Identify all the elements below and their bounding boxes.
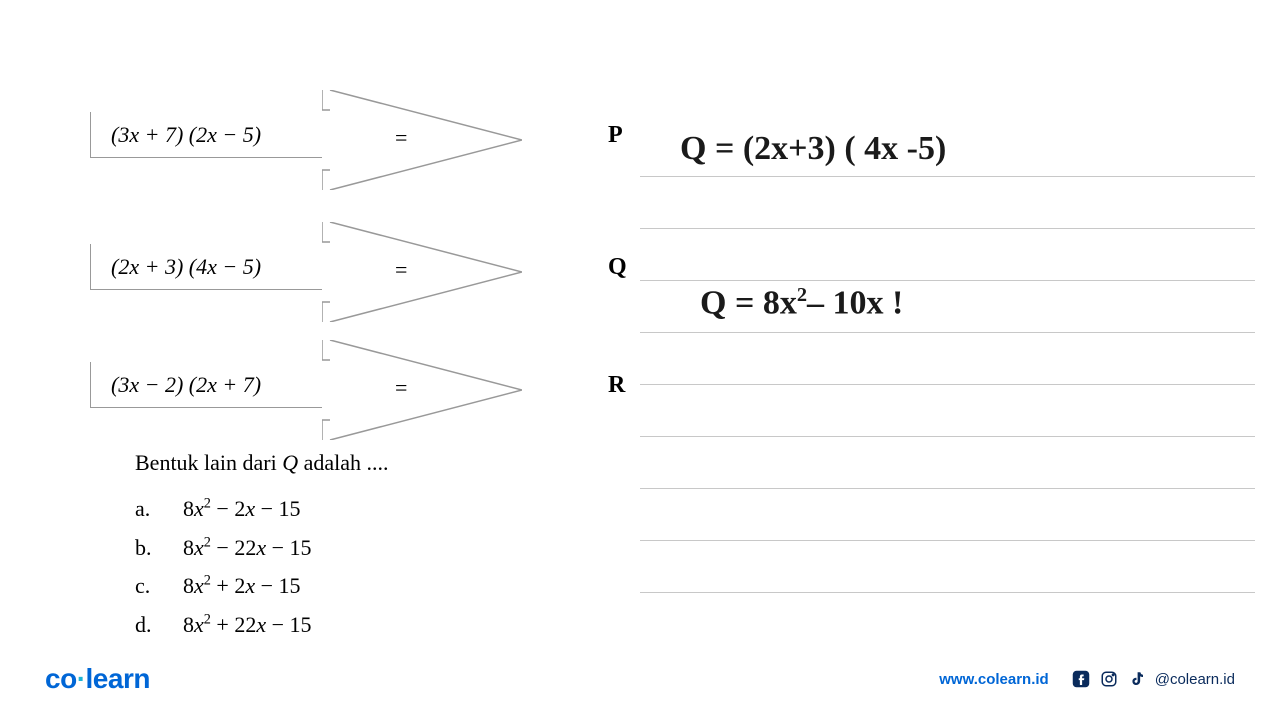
question-suffix: adalah .... <box>298 450 388 475</box>
workings-panel: Q = (2x+3) ( 4x -5) Q = 8x2– 10x ! <box>640 0 1255 720</box>
option-expr: 8x2 + 22x − 15 <box>183 606 312 645</box>
notebook-rule <box>640 332 1255 333</box>
problem-panel: (3x + 7) (2x − 5) = P (2x + 3) (4x − 5) … <box>0 0 615 720</box>
question-variable: Q <box>282 450 298 475</box>
footer: co·learn www.colearn.id @colearn.id <box>45 663 1235 695</box>
question-text: Bentuk lain dari Q adalah .... <box>135 450 389 476</box>
logo-dot: · <box>77 663 86 694</box>
facebook-icon <box>1071 669 1091 689</box>
notebook-rule <box>640 384 1255 385</box>
tiktok-icon <box>1127 669 1147 689</box>
option-key: b. <box>135 529 183 568</box>
brand-logo: co·learn <box>45 663 150 695</box>
result-label: P <box>608 122 623 149</box>
equals-sign: = <box>395 375 407 401</box>
option-expr: 8x2 − 2x − 15 <box>183 490 301 529</box>
arrow-head <box>322 340 522 440</box>
option-key: d. <box>135 606 183 645</box>
result-label: R <box>608 372 625 399</box>
option-key: c. <box>135 567 183 606</box>
social-block: @colearn.id <box>1071 669 1235 689</box>
expression-box: (3x − 2) (2x + 7) <box>90 362 322 408</box>
notebook-rule <box>640 228 1255 229</box>
handwritten-line-1: Q = (2x+3) ( 4x -5) <box>680 130 946 168</box>
option-b: b.8x2 − 22x − 15 <box>135 529 312 568</box>
expression-box: (3x + 7) (2x − 5) <box>90 112 322 158</box>
option-expr: 8x2 + 2x − 15 <box>183 567 301 606</box>
notebook-rule <box>640 436 1255 437</box>
notebook-rule <box>640 540 1255 541</box>
option-d: d.8x2 + 22x − 15 <box>135 606 312 645</box>
footer-right: www.colearn.id @colearn.id <box>939 669 1235 689</box>
option-key: a. <box>135 490 183 529</box>
footer-url: www.colearn.id <box>939 671 1048 688</box>
notebook-rule <box>640 280 1255 281</box>
arrow-head <box>322 90 522 190</box>
social-handle: @colearn.id <box>1155 671 1235 688</box>
logo-co: co <box>45 663 77 694</box>
result-label: Q <box>608 254 627 281</box>
answer-options: a.8x2 − 2x − 15b.8x2 − 22x − 15c.8x2 + 2… <box>135 490 312 644</box>
question-prefix: Bentuk lain dari <box>135 450 282 475</box>
logo-learn: learn <box>86 663 150 694</box>
equals-sign: = <box>395 257 407 283</box>
handwritten-line-2: Q = 8x2– 10x ! <box>700 284 903 322</box>
arrow-head <box>322 222 522 322</box>
notebook-rule <box>640 488 1255 489</box>
notebook-rule <box>640 176 1255 177</box>
instagram-icon <box>1099 669 1119 689</box>
option-expr: 8x2 − 22x − 15 <box>183 529 312 568</box>
expression-box: (2x + 3) (4x − 5) <box>90 244 322 290</box>
option-a: a.8x2 − 2x − 15 <box>135 490 312 529</box>
equals-sign: = <box>395 125 407 151</box>
option-c: c.8x2 + 2x − 15 <box>135 567 312 606</box>
notebook-rule <box>640 592 1255 593</box>
